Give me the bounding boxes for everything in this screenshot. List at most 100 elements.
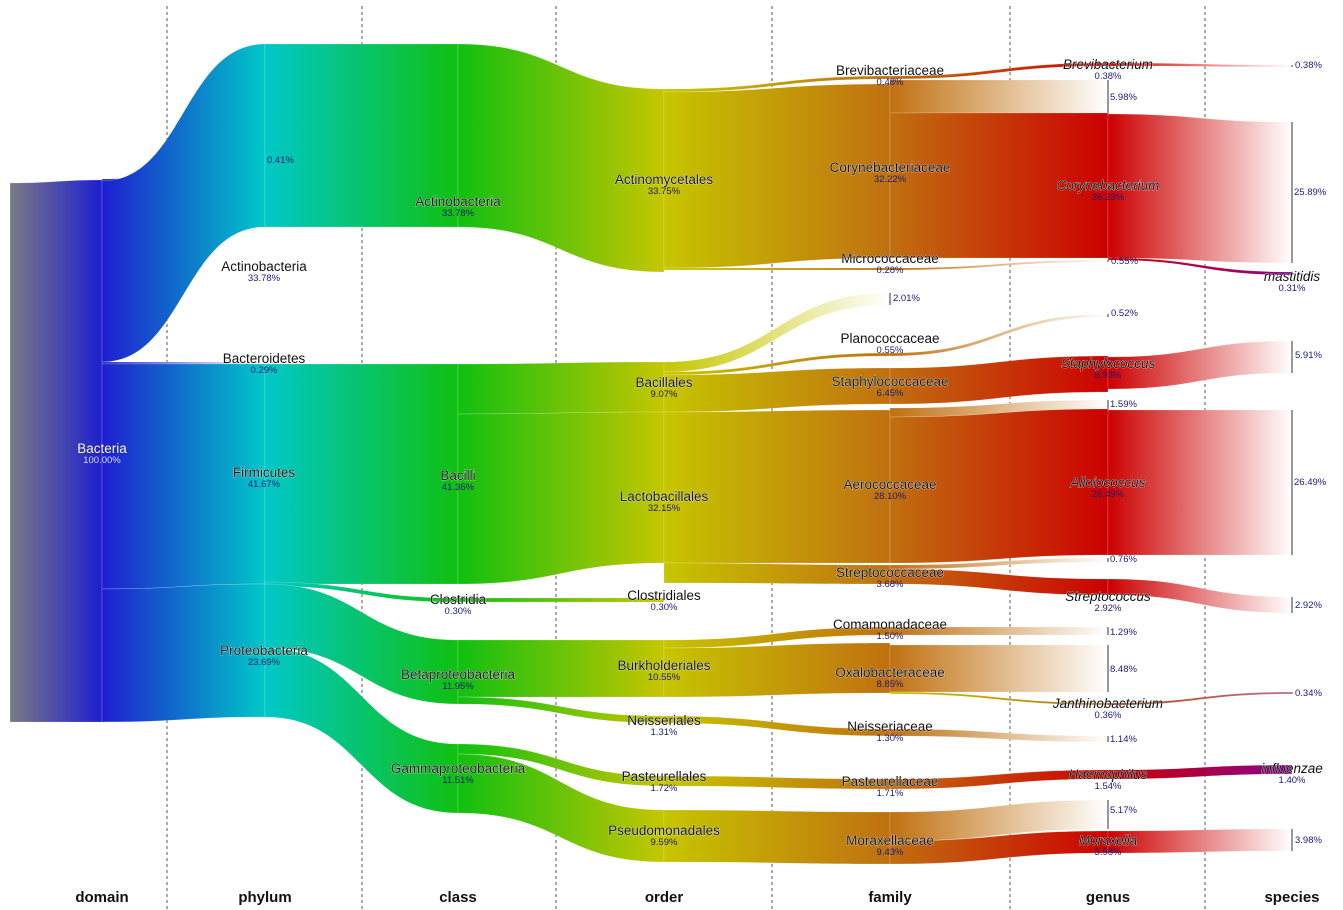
column-label-species: species: [1264, 889, 1319, 906]
node-pct-neisseriaceae: 1.30%: [877, 733, 904, 744]
column-label-genus: genus: [1086, 889, 1130, 906]
node-pct-sp_coryne: 25.89%: [1294, 187, 1327, 198]
node-pct-streptococcaceae: 3.68%: [877, 579, 904, 590]
node-sp_brevi: 0.38%: [1295, 60, 1322, 71]
node-pct-neisseriales: 1.31%: [651, 727, 678, 738]
node-name-clostridiales: Clostridiales: [627, 588, 701, 603]
node-pct-sp_strep: 2.92%: [1295, 600, 1322, 611]
node-pct-genus_strep_other: 0.76%: [1110, 554, 1137, 565]
band-sp-mastitidis: [1107, 257, 1293, 276]
column-label-class: class: [439, 889, 477, 906]
node-pct-pasteurellaceae: 1.71%: [877, 788, 904, 799]
node-pct-corynebacterium: 26.23%: [1092, 192, 1125, 203]
node-name-micrococcaceae: Micrococcaceae: [841, 251, 939, 266]
node-genus_coma: 1.29%: [1110, 627, 1137, 638]
node-name-pseudomonadales: Pseudomonadales: [608, 823, 720, 838]
node-pct-brevibacterium: 0.38%: [1095, 71, 1122, 82]
node-pct-mastitidis: 0.31%: [1279, 283, 1306, 294]
node-genus_morax_other: 5.17%: [1110, 805, 1137, 816]
band-actinomycetales: [457, 43, 665, 273]
node-genus_micro: 0.55%: [1111, 256, 1138, 267]
node-genus_oxalo_other: 8.48%: [1110, 664, 1137, 675]
node-name-actinomycetales: Actinomycetales: [615, 172, 714, 187]
node-name-influenzae: influenzae: [1261, 761, 1323, 776]
node-pct-janthinobacterium: 0.36%: [1095, 710, 1122, 721]
node-name-haemophilus: Haemophilus: [1069, 767, 1148, 782]
node-pct-genus_coma: 1.29%: [1110, 627, 1137, 638]
node-name-bacteria: Bacteria: [77, 441, 127, 456]
node-pct-clostridiales: 0.30%: [651, 602, 678, 613]
node-name-gammaproteobacteria: Gammaproteobacteria: [391, 761, 526, 776]
node-pct-genus_coryne_other: 5.98%: [1110, 92, 1137, 103]
node-pct-sp_allo: 26.49%: [1294, 477, 1327, 488]
node-pct-phylum_minor: 0.41%: [267, 155, 294, 166]
node-name-staphylococcaceae: Staphylococcaceae: [831, 374, 948, 389]
flow-bands: [9, 43, 1293, 865]
node-name-aerococcaceae: Aerococcaceae: [843, 477, 936, 492]
node-name-streptococcus: Streptococcus: [1065, 589, 1151, 604]
band-clostridiales: [457, 597, 665, 603]
node-name-planococcaceae: Planococcaceae: [840, 331, 939, 346]
node-pct-actinobacteria_p: 33.78%: [248, 273, 281, 284]
band-endcaps: [889, 65, 1293, 851]
node-pct-betaproteobacteria: 11.95%: [442, 681, 474, 692]
node-pct-sp_brevi: 0.38%: [1295, 60, 1322, 71]
node-pct-genus_plano: 0.52%: [1111, 308, 1138, 319]
node-name-proteobacteria: Proteobacteria: [220, 643, 308, 658]
column-labels: domain phylum class order family genus species: [75, 889, 1319, 906]
node-pct-pseudomonadales: 9.59%: [651, 837, 678, 848]
node-genus_plano: 0.52%: [1111, 308, 1138, 319]
node-name-moraxellaceae: Moraxellaceae: [846, 833, 934, 848]
node-pct-staphylococcus: 5.93%: [1095, 370, 1122, 381]
node-name-pasteurellales: Pasteurellales: [622, 769, 707, 784]
node-pct-bacteria: 100.00%: [83, 455, 121, 466]
node-name-streptococcaceae: Streptococcaceae: [836, 565, 944, 580]
node-pct-clostridia: 0.30%: [445, 606, 472, 617]
node-name-oxalobacteraceae: Oxalobacteraceae: [835, 665, 945, 680]
node-genus_strep_other: 0.76%: [1110, 554, 1137, 565]
node-pct-bacilli: 41.36%: [442, 482, 475, 493]
node-name-bacteroidetes: Bacteroidetes: [223, 351, 306, 366]
node-phylum_minor: 0.41%: [267, 155, 294, 166]
node-name-alloiococcus: Alloiococcus: [1069, 475, 1145, 490]
node-pct-genus_aero_other: 1.59%: [1110, 399, 1137, 410]
node-name-corynebacterium: Corynebacterium: [1057, 178, 1160, 193]
node-pct-streptococcus: 2.92%: [1095, 603, 1122, 614]
node-pct-lactobacillales: 32.15%: [648, 503, 681, 514]
node-pct-actinomycetales: 33.75%: [648, 186, 681, 197]
node-pct-comamonadaceae: 1.50%: [877, 631, 904, 642]
band-micrococcaceae: [663, 267, 891, 271]
node-pct-alloiococcus: 26.49%: [1092, 489, 1125, 500]
node-sp_staph: 5.91%: [1295, 350, 1322, 361]
node-pct-actinobacteria_c: 33.78%: [442, 208, 475, 219]
column-label-order: order: [645, 889, 684, 906]
node-genus_neiss: 1.14%: [1110, 734, 1137, 745]
node-pct-gammaproteobacteria: 11.51%: [442, 775, 474, 786]
node-name-brevibacteriaceae: Brevibacteriaceae: [836, 63, 944, 78]
node-pct-bacteroidetes: 0.29%: [251, 365, 278, 376]
